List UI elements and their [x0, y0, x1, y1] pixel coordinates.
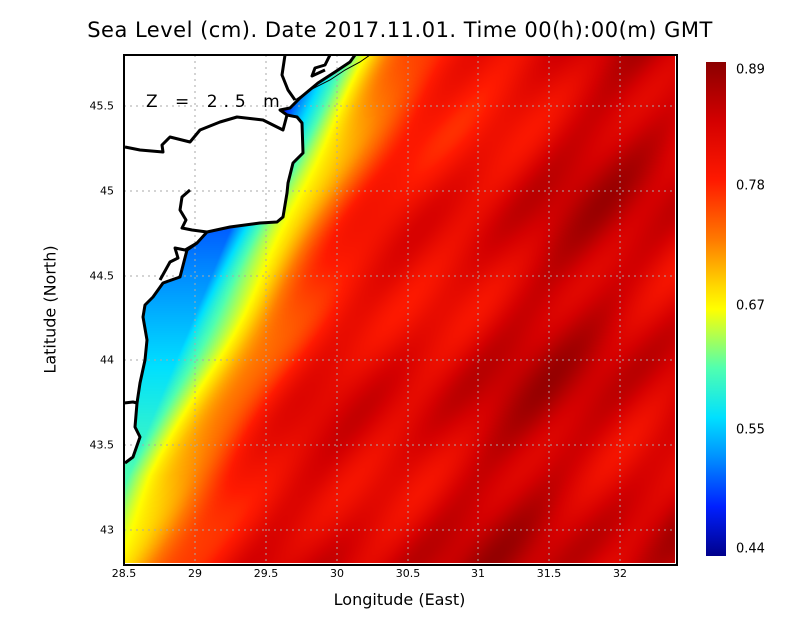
y-tick-label: 43.5: [89, 438, 115, 452]
x-tick-label: 28.5: [111, 567, 137, 580]
colorbar-tick-label: 0.89: [736, 62, 765, 78]
x-tick-label: 29.5: [253, 567, 279, 580]
river-line: [294, 55, 371, 101]
map-plot-area: [124, 55, 675, 563]
coastline: [124, 55, 357, 465]
x-axis-label: Longitude (East): [333, 590, 466, 609]
x-tick-label: 29: [188, 567, 202, 580]
x-tick-label: 32: [613, 567, 627, 580]
y-tick-label: 44.5: [89, 269, 115, 283]
y-tick-label: 44: [100, 353, 114, 367]
chart-title: Sea Level (cm). Date 2017.11.01. Time 00…: [87, 18, 713, 42]
colorbar-tick-label: 0.67: [736, 298, 765, 314]
colorbar-tick-label: 0.44: [736, 541, 765, 557]
x-tick-label: 30: [330, 567, 344, 580]
colorbar-tick-label: 0.78: [736, 178, 765, 194]
map-overlay: [124, 55, 675, 563]
colorbar: [706, 62, 726, 556]
depth-annotation: Z = 2.5 m: [146, 92, 286, 112]
y-axis-label: Latitude (North): [40, 245, 60, 374]
x-tick-label: 30.5: [395, 567, 421, 580]
x-tick-label: 31: [471, 567, 485, 580]
grid-lines: [124, 55, 675, 563]
x-tick-label: 31.5: [536, 567, 562, 580]
y-tick-label: 45.5: [89, 99, 115, 113]
y-tick-label: 45: [100, 184, 114, 198]
colorbar-tick-label: 0.55: [736, 422, 765, 438]
y-tick-label: 43: [100, 523, 114, 537]
